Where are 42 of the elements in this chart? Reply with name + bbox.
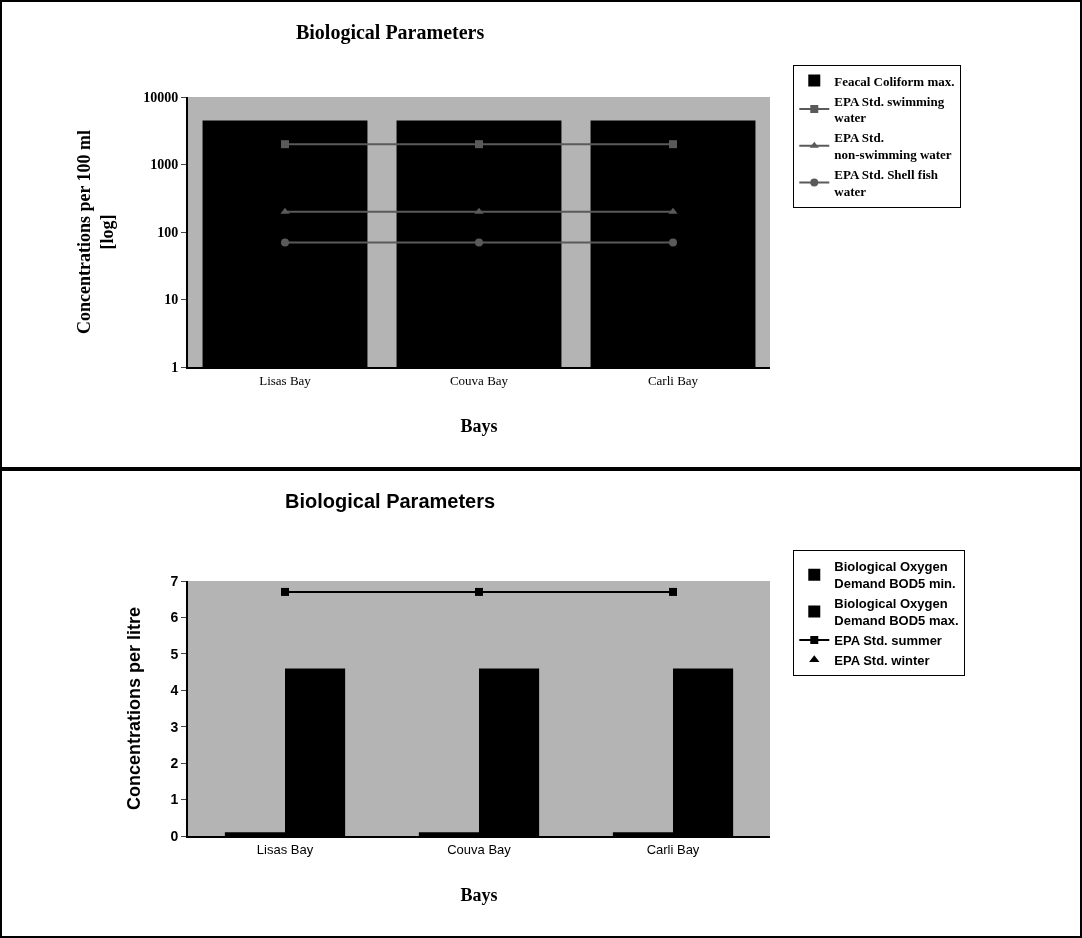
y-tick-label: 7 — [170, 572, 179, 589]
y-tick-label: 10000 — [143, 89, 179, 105]
y-tick-label: 1 — [171, 359, 179, 375]
legend-label: EPA Std. summer — [834, 633, 942, 649]
y-tick-label: 1 — [170, 791, 179, 808]
x-tick-label: Couva Bay — [447, 841, 512, 857]
x-axis-title: Bays — [460, 416, 498, 436]
y-tick-label: 1000 — [150, 157, 179, 173]
legend-label: Biological Oxygen Demand BOD5 min. — [834, 559, 956, 592]
y-tick-label: 5 — [170, 645, 179, 662]
point — [475, 238, 483, 247]
legend-label: EPA Std. Shell fish water — [834, 167, 939, 200]
legend-label: Feacal Coliform max. — [834, 73, 955, 89]
y-tick-label: 10 — [164, 292, 179, 308]
y-axis-title: Concentrations per litre — [124, 606, 145, 811]
legend-label: Biological Oxygen Demand BOD5 max. — [834, 596, 959, 629]
x-tick-label: Lisas Bay — [256, 841, 314, 857]
x-tick-label: Carli Bay — [647, 372, 699, 388]
y-axis-title: Concentrations per 100 ml [log] — [73, 129, 117, 335]
legend-label: EPA Std. swimming water — [834, 93, 945, 126]
point — [669, 238, 677, 247]
point — [280, 207, 290, 214]
y-tick-label: 4 — [170, 682, 179, 699]
y-tick-label: 2 — [170, 755, 179, 772]
point — [474, 207, 484, 214]
point — [475, 140, 483, 149]
point — [281, 140, 289, 149]
x-tick-label: Lisas Bay — [259, 372, 312, 388]
x-tick-label: Carli Bay — [646, 841, 700, 857]
x-axis-title: Bays — [460, 885, 498, 905]
legend-label: EPA Std. non-swimming water — [834, 130, 952, 163]
y-tick-label: 6 — [170, 609, 179, 626]
y-tick-label: 100 — [157, 224, 179, 240]
point — [281, 238, 289, 247]
x-tick-label: Couva Bay — [449, 372, 509, 388]
y-tick-label: 0 — [170, 827, 179, 844]
point — [669, 140, 677, 149]
y-tick-label: 3 — [170, 718, 179, 735]
point — [668, 207, 678, 214]
chart-title: Biological Parameters — [295, 21, 485, 45]
chart-title: Biological Parameters — [285, 490, 496, 513]
legend-label: EPA Std. winter — [834, 652, 930, 668]
